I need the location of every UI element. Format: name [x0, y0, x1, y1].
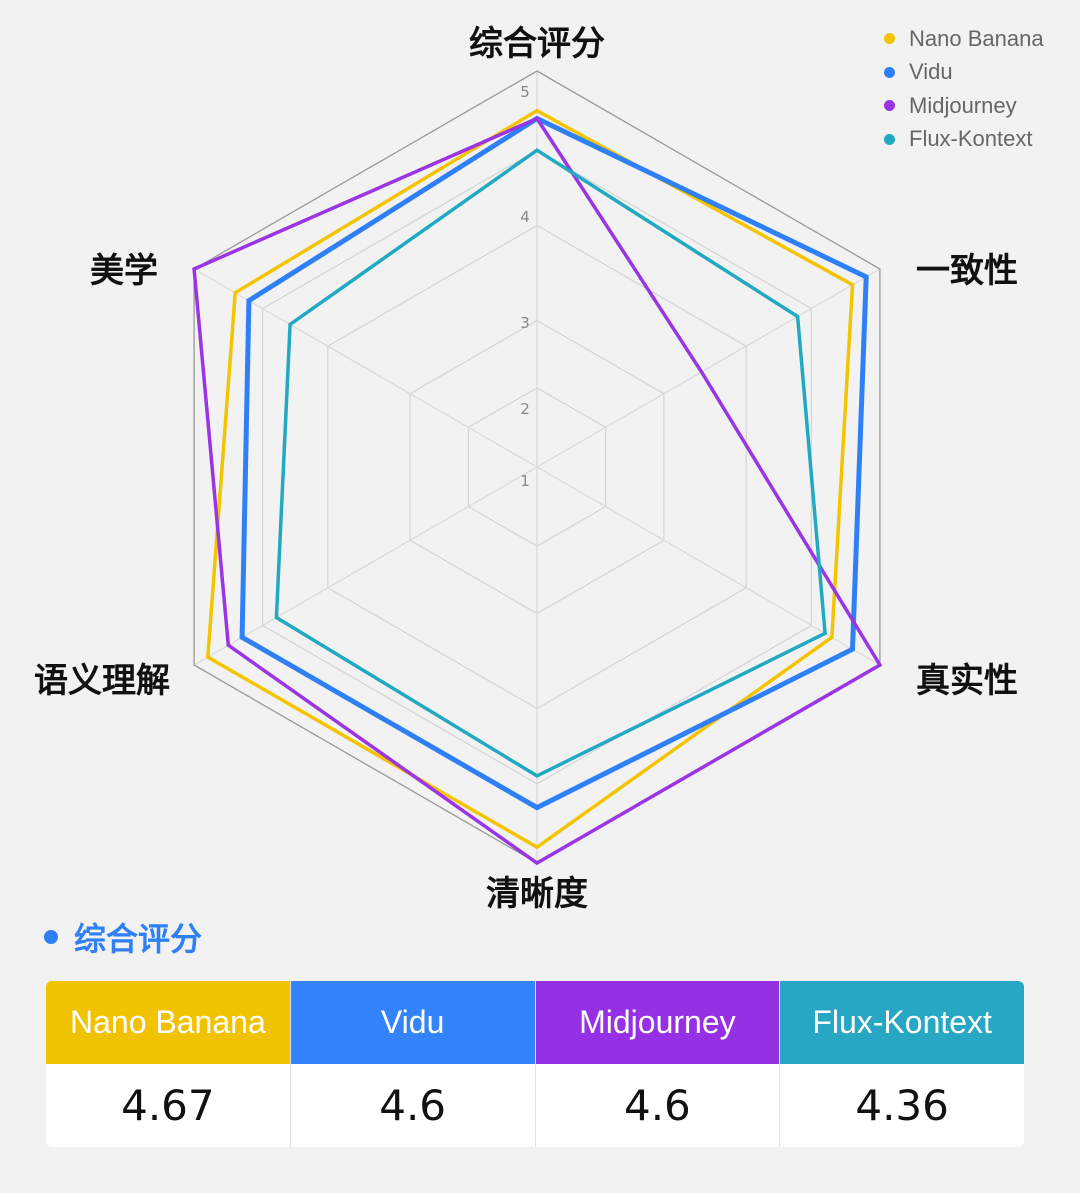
- series-line-vidu: [239, 115, 869, 811]
- score-column-flux-kontext: Flux-Kontext 4.36: [780, 981, 1024, 1147]
- legend-label: Vidu: [909, 59, 953, 85]
- radar-grid: [193, 70, 881, 864]
- legend-marker: [884, 66, 895, 78]
- legend-item-flux-kontext: Flux-Kontext: [884, 123, 1044, 157]
- section-bullet: [44, 930, 58, 944]
- series-line-nano-banana: [205, 108, 855, 850]
- score-column-nano-banana: Nano Banana 4.67: [46, 981, 291, 1147]
- series-line-midjourney: [192, 116, 883, 866]
- tick-label-4: 4: [520, 208, 530, 226]
- section-header: 综合评分: [44, 914, 202, 960]
- legend-label: Nano Banana: [909, 25, 1044, 51]
- score-value: 4.6: [623, 1081, 691, 1130]
- legend-item-nano-banana: Nano Banana: [884, 22, 1044, 56]
- tick-label-3: 3: [520, 314, 530, 332]
- axis-label-2: 真实性: [916, 661, 1018, 701]
- legend-item-midjourney: Midjourney: [884, 89, 1044, 123]
- axis-label-5: 美学: [90, 251, 158, 291]
- tick-label-5: 5: [520, 83, 530, 101]
- axis-line-1: [536, 268, 881, 468]
- score-value: 4.67: [121, 1081, 215, 1130]
- section-title: 综合评分: [74, 920, 203, 958]
- tick-label-2: 2: [520, 400, 530, 418]
- score-header: Flux-Kontext: [780, 981, 1024, 1064]
- score-header: Midjourney: [535, 981, 780, 1064]
- score-value: 4.6: [379, 1081, 447, 1130]
- axis-label-4: 语义理解: [34, 661, 170, 701]
- score-table: Nano Banana 4.67 Vidu 4.6 Midjourney 4.6 Flux-…: [46, 981, 1024, 1147]
- radar-series: [192, 108, 883, 866]
- tick-label-1: 1: [520, 472, 530, 490]
- axis-label-0: 综合评分: [469, 24, 605, 64]
- legend-label: Flux-Kontext: [909, 126, 1033, 152]
- score-header: Nano Banana: [46, 981, 290, 1064]
- score-column-midjourney: Midjourney 4.6: [535, 981, 781, 1147]
- series-line-flux-kontext: [274, 148, 827, 778]
- axis-line-2: [536, 466, 881, 666]
- score-column-vidu: Vidu 4.6: [290, 981, 536, 1147]
- legend-marker: [884, 33, 895, 45]
- axis-label-1: 一致性: [916, 251, 1018, 291]
- legend: Nano Banana Vidu Midjourney Flux-Kontext: [884, 22, 1044, 156]
- legend-label: Midjourney: [909, 92, 1017, 118]
- score-header: Vidu: [290, 981, 535, 1064]
- legend-item-vidu: Vidu: [884, 56, 1044, 90]
- score-value: 4.36: [855, 1081, 949, 1130]
- legend-marker: [884, 100, 895, 112]
- axis-label-3: 清晰度: [486, 874, 588, 910]
- axis-line-4: [193, 466, 538, 666]
- legend-marker: [884, 133, 895, 145]
